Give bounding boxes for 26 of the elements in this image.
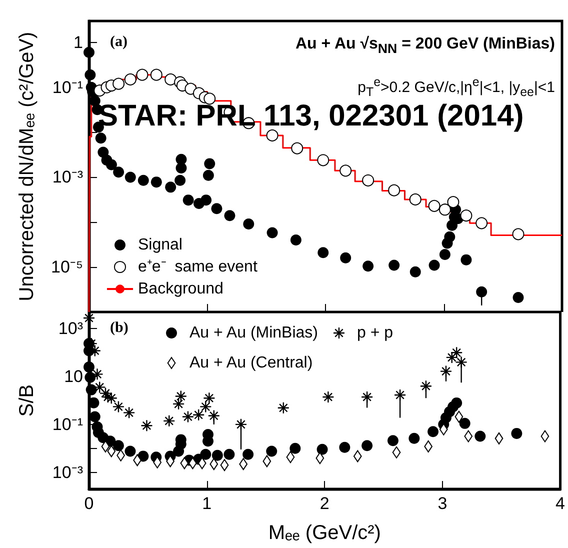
- annotation: Au + Au √s$_{NN}$ = 200 GeV (MinBias): [295, 36, 555, 56]
- annotation: (a): [110, 34, 128, 50]
- legend-label: Au + Au (MinBias): [190, 324, 318, 342]
- x-tick-label: 0: [84, 494, 94, 513]
- x-axis-title: Mₑₑ (GeV/c²): [268, 522, 381, 544]
- y-tick-label: 10⁻³: [52, 462, 84, 482]
- legend-label: Background: [138, 280, 224, 298]
- y-tick-label: 1: [74, 32, 83, 52]
- legend-label: Au + Au (Central): [190, 354, 313, 372]
- annotation: p$_{T}$$^{e}$>0.2 GeV/c,|η$^{e}$|<1, |y$_{ee}$|<1: [358, 75, 555, 100]
- legend-label: p + p: [356, 324, 394, 342]
- y-tick-label: 10⁻³: [52, 168, 84, 187]
- y-tick-label: 10: [64, 367, 83, 386]
- y-axis-title: Uncorrected dN/dMₑₑ (c²/GeV): [16, 32, 38, 302]
- x-tick-label: 3: [438, 494, 448, 513]
- y-tick-label: 10⁻⁵: [51, 258, 83, 277]
- x-tick-label: 1: [202, 494, 212, 513]
- y-tick-label: 10⁻¹: [52, 414, 84, 434]
- x-tick-label: 4: [556, 494, 566, 513]
- legend-label: e⁺e⁻ same event: [138, 258, 258, 276]
- y-tick-label: 10⁻¹: [52, 78, 84, 97]
- y-tick-label: 10³: [58, 319, 84, 338]
- y-axis-title: S/B: [16, 384, 38, 417]
- x-tick-label: 2: [320, 494, 330, 513]
- legend-label: Signal: [138, 236, 182, 254]
- annotation: (b): [110, 320, 128, 336]
